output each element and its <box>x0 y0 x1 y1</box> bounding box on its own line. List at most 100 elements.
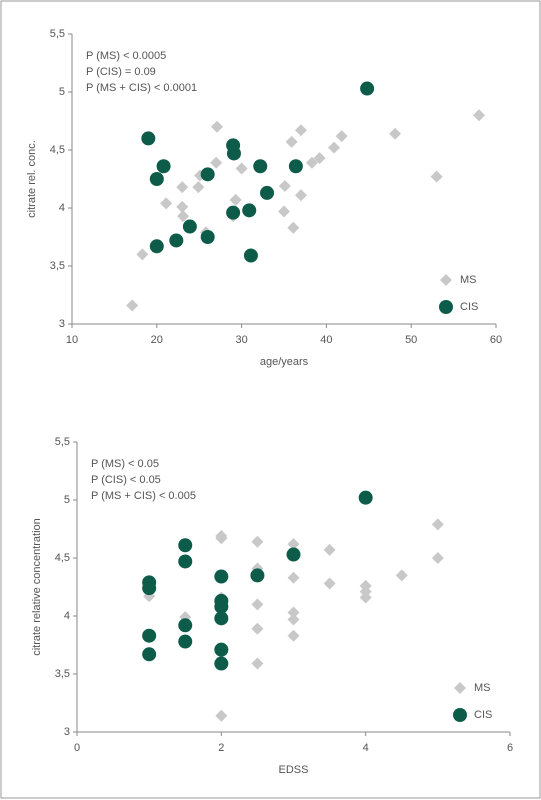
point <box>214 569 229 584</box>
annotation: P (MS) < 0.05 <box>91 458 159 470</box>
point <box>226 205 241 220</box>
point <box>214 611 229 626</box>
legend-label: MS <box>474 682 491 694</box>
point <box>169 233 184 248</box>
point <box>358 490 373 505</box>
point <box>211 120 224 133</box>
annotation: P (MS + CIS) < 0.005 <box>91 490 196 502</box>
x-tick-label: 6 <box>507 742 513 754</box>
legend-marker <box>440 274 452 286</box>
point <box>328 141 341 154</box>
annotation: P (MS) < 0.0005 <box>86 50 166 62</box>
point <box>389 127 402 140</box>
point <box>243 248 258 263</box>
point <box>142 581 157 596</box>
point <box>178 538 193 553</box>
point <box>226 146 241 161</box>
point <box>192 181 205 194</box>
x-tick-label: 60 <box>490 334 502 346</box>
point <box>142 628 157 643</box>
point <box>335 130 348 143</box>
point <box>323 543 336 556</box>
annotation: P (CIS) = 0.09 <box>86 66 156 78</box>
y-axis-label: citrate rel. conc. <box>26 140 38 218</box>
point <box>177 210 190 223</box>
legend-marker <box>453 708 467 722</box>
legend-marker <box>439 300 453 314</box>
point <box>251 622 264 635</box>
point <box>156 159 171 174</box>
y-tick-label: 5,5 <box>55 436 70 448</box>
legend-label: CIS <box>460 301 478 313</box>
point <box>294 189 307 202</box>
point <box>287 538 300 551</box>
point <box>287 629 300 642</box>
point <box>278 179 291 192</box>
point <box>285 135 298 148</box>
point <box>431 518 444 531</box>
point <box>305 156 318 169</box>
x-tick-label: 10 <box>66 334 78 346</box>
y-tick-label: 5,5 <box>50 28 65 40</box>
point <box>278 205 290 218</box>
point <box>178 634 193 649</box>
x-tick-label: 4 <box>363 742 369 754</box>
point <box>178 554 193 569</box>
point <box>200 167 215 182</box>
y-tick-label: 4,5 <box>50 144 65 156</box>
point <box>323 577 336 590</box>
point <box>473 109 486 122</box>
point <box>260 185 275 200</box>
annotation: P (CIS) < 0.05 <box>91 474 161 486</box>
point <box>229 193 242 206</box>
point <box>215 709 228 722</box>
x-axis-label: EDSS <box>279 764 309 776</box>
point <box>214 642 229 657</box>
x-tick-label: 50 <box>405 334 417 346</box>
point <box>431 552 444 564</box>
point <box>287 606 300 619</box>
point <box>287 571 300 584</box>
point <box>210 156 223 169</box>
y-axis-label: citrate relative concentration <box>31 518 43 656</box>
point <box>253 159 268 174</box>
point <box>214 656 229 671</box>
point <box>242 203 257 218</box>
point <box>142 647 157 662</box>
point <box>251 657 264 670</box>
point <box>286 547 301 562</box>
point <box>200 230 215 244</box>
point <box>149 172 164 186</box>
point <box>250 568 265 583</box>
point <box>215 532 228 545</box>
point <box>251 598 264 611</box>
point <box>136 248 149 261</box>
point <box>149 239 164 254</box>
legend-label: CIS <box>474 709 492 721</box>
point <box>176 200 189 213</box>
point <box>313 152 326 165</box>
point <box>287 221 300 234</box>
y-tick-label: 4,5 <box>55 552 70 564</box>
point <box>359 591 372 604</box>
legend-label: MS <box>460 274 477 286</box>
x-tick-label: 0 <box>74 742 80 754</box>
point <box>287 613 300 626</box>
y-tick-label: 3 <box>59 318 65 330</box>
annotation: P (MS + CIS) < 0.0001 <box>86 82 197 94</box>
x-tick-label: 30 <box>235 334 247 346</box>
x-tick-label: 2 <box>218 742 224 754</box>
point <box>294 124 307 137</box>
point <box>176 181 189 194</box>
point <box>178 618 193 633</box>
point <box>214 599 229 614</box>
point <box>360 81 375 96</box>
y-tick-label: 5 <box>59 86 65 98</box>
x-tick-label: 20 <box>151 334 163 346</box>
point <box>141 131 156 146</box>
point <box>395 569 408 582</box>
y-tick-label: 4 <box>64 610 70 622</box>
